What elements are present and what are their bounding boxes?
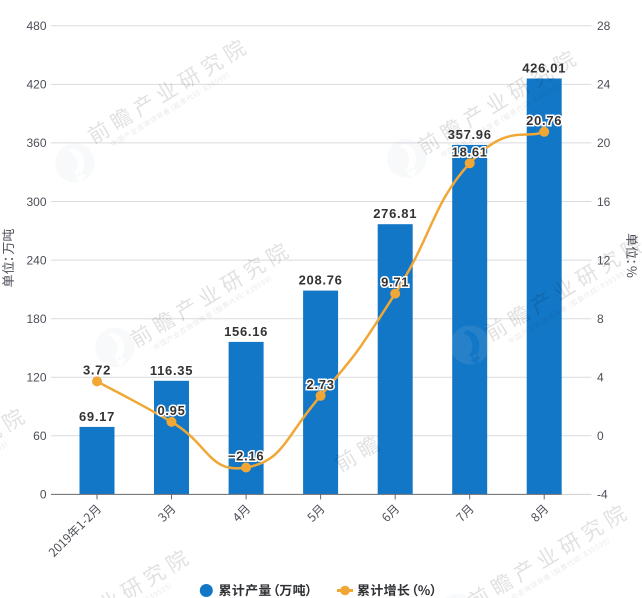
svg-text:20.76: 20.76 xyxy=(526,113,562,128)
svg-text:28: 28 xyxy=(597,19,611,33)
svg-text:300: 300 xyxy=(26,195,46,209)
svg-text:−2.16: −2.16 xyxy=(228,449,264,464)
svg-text:276.81: 276.81 xyxy=(373,206,417,221)
svg-text:208.76: 208.76 xyxy=(299,273,343,288)
svg-text:156.16: 156.16 xyxy=(224,324,268,339)
svg-text:2.73: 2.73 xyxy=(307,377,335,392)
svg-text:426.01: 426.01 xyxy=(522,61,566,76)
svg-text:120: 120 xyxy=(26,371,46,385)
svg-text:0: 0 xyxy=(597,429,604,443)
svg-text:69.17: 69.17 xyxy=(79,409,115,424)
svg-text:0: 0 xyxy=(40,488,47,502)
svg-text:12: 12 xyxy=(597,253,611,267)
svg-text:16: 16 xyxy=(597,195,611,209)
svg-text:360: 360 xyxy=(26,136,46,150)
svg-text:24: 24 xyxy=(597,78,611,92)
svg-text:-4: -4 xyxy=(597,488,608,502)
svg-text:3.72: 3.72 xyxy=(83,362,111,377)
svg-text:60: 60 xyxy=(33,429,47,443)
svg-text:8: 8 xyxy=(597,312,604,326)
svg-text:0.95: 0.95 xyxy=(157,403,185,418)
svg-text:116.35: 116.35 xyxy=(150,363,193,378)
svg-text:9.71: 9.71 xyxy=(381,275,409,290)
svg-text:480: 480 xyxy=(26,19,46,33)
svg-text:420: 420 xyxy=(26,78,46,92)
svg-text:4: 4 xyxy=(597,371,604,385)
svg-text:18.61: 18.61 xyxy=(452,144,488,159)
svg-text:180: 180 xyxy=(26,312,46,326)
svg-text:20: 20 xyxy=(597,136,611,150)
svg-text:240: 240 xyxy=(26,253,46,267)
svg-text:357.96: 357.96 xyxy=(448,127,492,142)
